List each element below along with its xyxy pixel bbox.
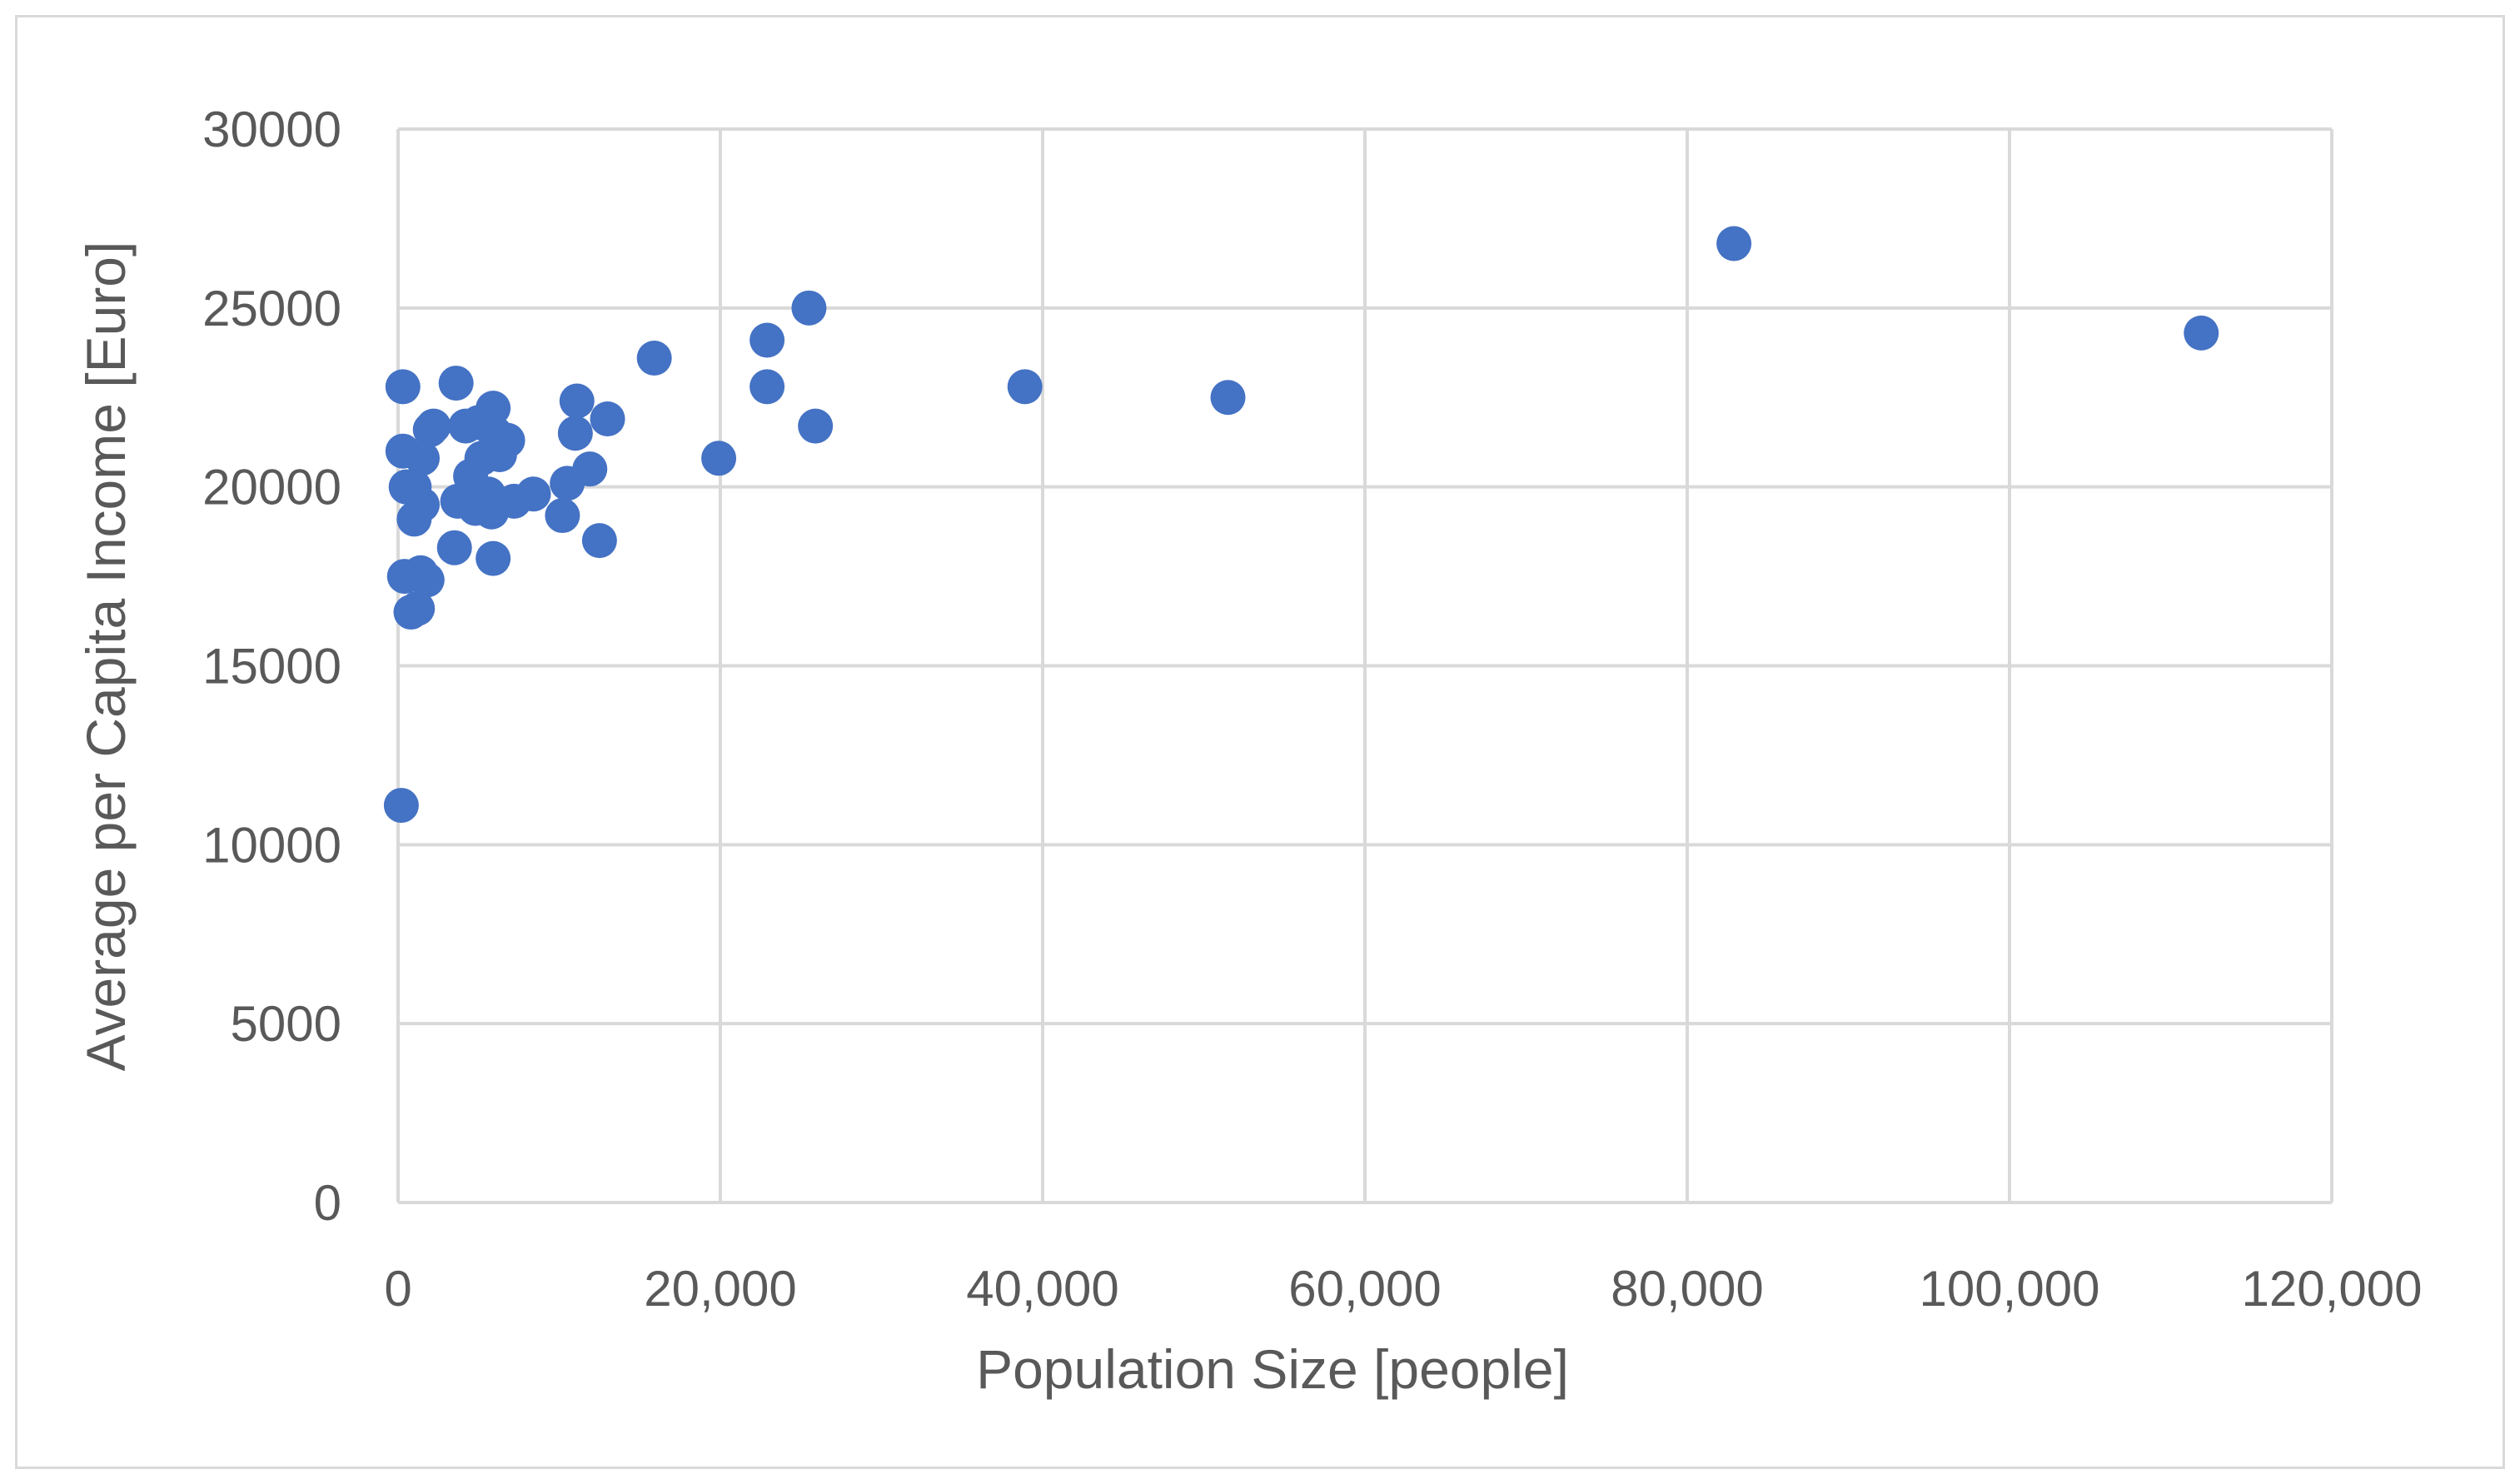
chart-frame [15, 15, 2505, 1469]
data-point [383, 788, 419, 824]
data-point [1210, 380, 1246, 416]
x-tick-labels: 0 20,000 40,000 60,000 80,000 100,000 120,000 [384, 1261, 2422, 1317]
data-point [750, 369, 785, 405]
data-point [559, 383, 595, 419]
data-point [405, 441, 441, 476]
data-point [400, 590, 436, 626]
data-point [476, 540, 511, 576]
x-tick-label: 0 [384, 1261, 411, 1317]
data-point [490, 422, 525, 458]
y-tick-label: 0 [314, 1175, 341, 1231]
data-point [581, 523, 617, 559]
x-tick-label: 60,000 [1288, 1261, 1442, 1317]
data-point [557, 416, 593, 451]
data-point [1716, 226, 1752, 261]
x-tick-label: 100,000 [1920, 1261, 2100, 1317]
data-point [396, 469, 432, 505]
data-point [701, 441, 737, 476]
y-axis-title: Average per Capita Income [Euro] [75, 242, 137, 1072]
data-point [515, 476, 551, 512]
x-tick-label: 40,000 [966, 1261, 1119, 1317]
data-point [750, 322, 785, 358]
data-point [636, 340, 672, 376]
data-point [409, 562, 445, 598]
x-tick-label: 20,000 [644, 1261, 797, 1317]
y-tick-label: 5000 [231, 996, 341, 1052]
data-points [383, 226, 2219, 824]
y-tick-label: 10000 [202, 817, 341, 873]
y-tick-labels: 0 5000 10000 15000 20000 25000 30000 [202, 102, 341, 1231]
y-tick-label: 20000 [202, 460, 341, 515]
data-point [791, 290, 827, 326]
gridlines [396, 127, 2333, 1204]
data-point [590, 401, 625, 437]
data-point [416, 408, 451, 444]
data-point [436, 530, 472, 565]
data-point [438, 366, 474, 401]
data-point [572, 451, 608, 487]
data-point [1007, 369, 1043, 405]
y-tick-label: 25000 [202, 281, 341, 336]
data-point [476, 391, 511, 426]
data-point [545, 498, 580, 534]
x-tick-label: 80,000 [1611, 1261, 1764, 1317]
data-point [2184, 315, 2219, 351]
y-tick-label: 15000 [202, 639, 341, 695]
x-axis-title: Population Size [people] [976, 1338, 1569, 1400]
data-point [798, 408, 834, 444]
data-point [385, 369, 421, 405]
x-tick-label: 120,000 [2242, 1261, 2423, 1317]
y-tick-label: 30000 [202, 102, 341, 157]
